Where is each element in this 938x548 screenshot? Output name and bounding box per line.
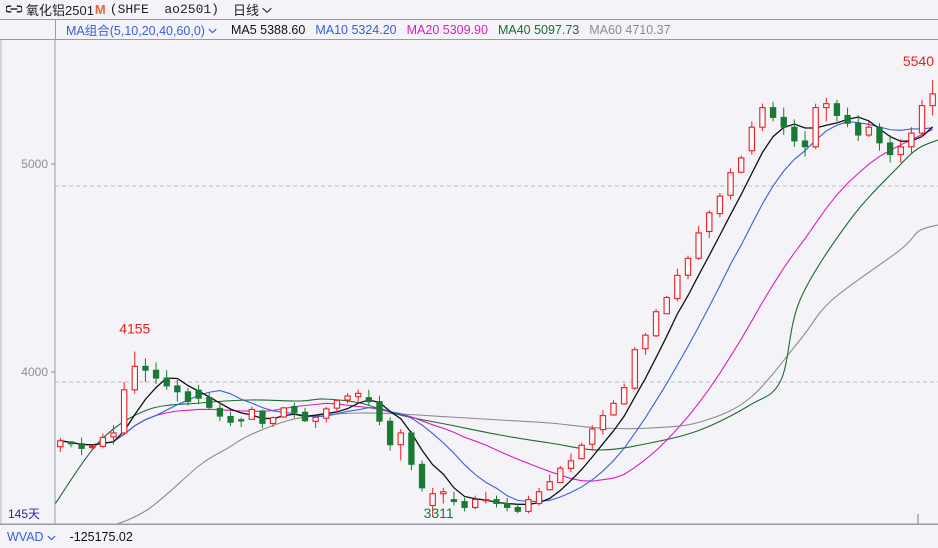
svg-text:5000: 5000	[21, 157, 48, 171]
svg-text:4000: 4000	[21, 365, 48, 379]
svg-text:4155: 4155	[119, 321, 150, 337]
svg-text:3311: 3311	[424, 505, 454, 521]
svg-text:145天: 145天	[8, 507, 40, 521]
svg-text:5540: 5540	[903, 53, 934, 69]
